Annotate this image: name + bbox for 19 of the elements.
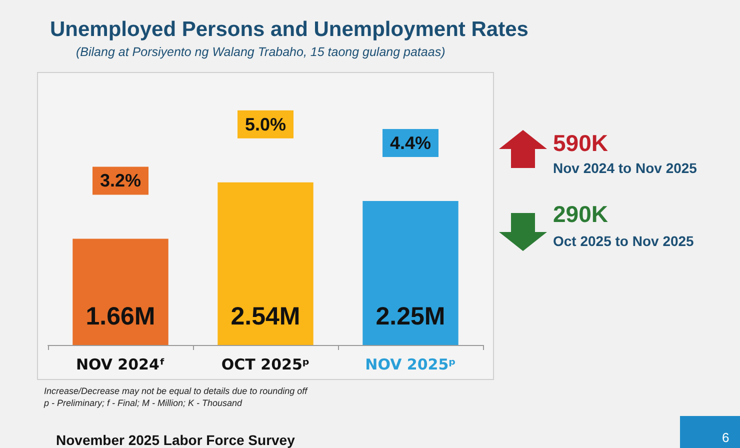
- x-tick-label: NOV 2025ᵖ: [365, 356, 456, 374]
- data-label: 1.66M: [86, 302, 156, 330]
- text: Increase/Decrease may not be equal to details due to rounding off: [44, 386, 308, 396]
- data-label: 2.25M: [376, 302, 446, 330]
- text: 590K: [553, 130, 608, 157]
- text: 6: [722, 430, 730, 445]
- text: Nov 2024 to Nov 2025: [553, 160, 697, 176]
- x-tick-label: OCT 2025ᵖ: [221, 356, 310, 374]
- annotation: 3.2%: [100, 170, 142, 191]
- text: p - Preliminary; f - Final; M - Million; K - Thousand: [44, 398, 242, 408]
- chart-subtitle: (Bilang at Porsiyento ng Walang Trabaho, 15 taong gulang pataas): [76, 45, 446, 59]
- text: 4.4%: [390, 132, 432, 153]
- data-label: 2.54M: [230, 302, 300, 330]
- text: Oct 2025 to Nov 2025: [553, 233, 694, 249]
- chart-title: Unemployed Persons and Unemployment Rates: [50, 18, 528, 42]
- x-tick-label: NOV 2024ᶠ: [76, 356, 166, 374]
- text: November 2025 Labor Force Survey: [56, 432, 295, 448]
- text: 290K: [553, 201, 608, 228]
- text: 5.0%: [244, 114, 286, 134]
